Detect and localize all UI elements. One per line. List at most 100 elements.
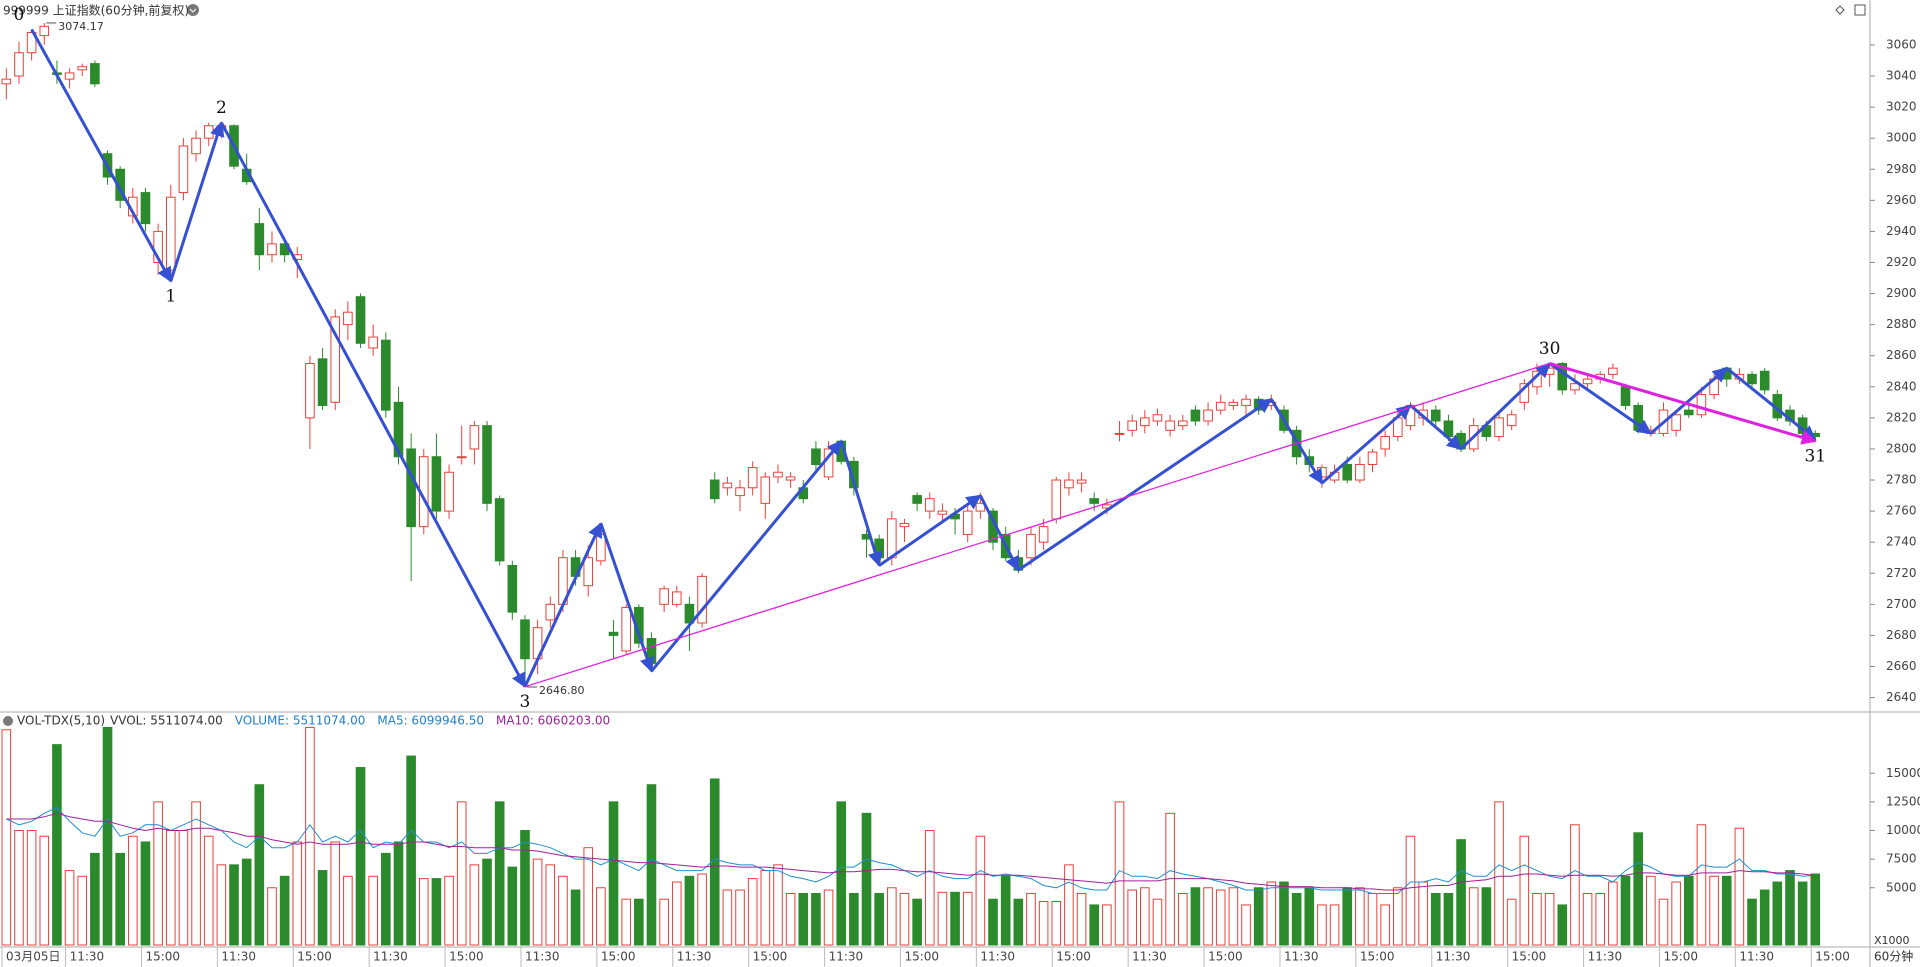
x-tick-label: 15:00 [1208,950,1243,964]
volume-bar [1215,889,1226,946]
volume-bar [722,889,733,946]
volume-bar [747,878,758,946]
volume-bar [216,864,227,946]
volume-bar [267,887,277,946]
wave-arrow [1409,404,1463,451]
y-tick-label: 2960 [1886,193,1917,207]
volume-bar [507,866,518,946]
candle-body [1608,367,1618,375]
volume-bar [570,889,581,946]
volume-bar [988,898,998,946]
candle-body [494,498,505,562]
volume-bar [494,801,505,946]
candle-body [1228,401,1239,406]
volume-bar [1177,892,1188,946]
volume-header: MA5: 6099946.50 [377,714,484,728]
volume-bar [1089,904,1100,946]
volume-bar [1342,887,1353,946]
wave-arrow [523,522,603,688]
volume-bar [975,835,986,946]
unit-label: X1000 [1874,934,1910,947]
volume-bar [1279,881,1289,946]
candle-body [545,603,556,621]
volume-bar [558,875,568,946]
volume-bar [1734,827,1745,946]
volume-bar [621,898,631,946]
volume-bar [330,841,341,946]
candle-body [912,495,922,504]
candle-body [64,72,75,80]
y-tick-label: 2860 [1886,348,1917,362]
volume-bar [1658,898,1669,946]
wave-arrow [169,121,225,282]
price-label: 2646.80 [539,684,585,697]
y-tick-label: 2720 [1886,566,1917,580]
candle-body [659,588,669,605]
volume-bar [39,835,50,946]
candle-body [811,448,821,465]
volume-bar [962,891,973,946]
candle-body [469,425,480,450]
candle-body [1203,409,1213,422]
menu-icon[interactable] [3,716,13,726]
candle-body [1671,414,1681,431]
volume-bar [1557,904,1568,946]
candle-body [1241,398,1251,406]
candle-body [722,482,733,489]
x-tick-label: 15:00 [753,950,788,964]
wave-label: 30 [1539,339,1561,359]
volume-bar [1317,904,1327,946]
volume-bar [1506,898,1517,946]
x-tick-label: 15:00 [1512,950,1547,964]
candle-body [1747,373,1757,385]
volume-bar [1393,887,1403,946]
candle-body [1076,479,1087,484]
volume-bar [912,898,922,946]
y-tick-label: 2800 [1886,441,1917,455]
volume-bar [1570,824,1580,946]
candle-body [608,631,619,636]
candle-body [1064,479,1074,489]
volume-bar [26,830,37,946]
candle-body [1215,401,1226,411]
candle-body [697,575,707,624]
volume-bar [646,784,657,946]
volume-bar [1152,898,1163,946]
volume-bar [1076,892,1087,946]
volume-bar [203,835,214,946]
volume-bar [14,830,24,946]
volume-bar [836,801,847,946]
volume-bar [1430,892,1441,946]
candle-body [456,456,467,459]
candle-body [671,591,682,605]
x-tick-label: 11:30 [1132,950,1167,964]
candle-body [1152,414,1163,422]
volume-bar [482,858,492,946]
toolbar-icon[interactable] [1854,4,1866,16]
volume-bar [874,892,884,946]
menu-icon[interactable] [187,4,199,16]
volume-bar [1291,892,1302,946]
volume-bar [697,873,707,946]
toolbar-icon[interactable] [1835,5,1845,15]
wave-arrow [1549,362,1817,445]
candle-body [924,498,935,512]
candle-body [191,137,201,155]
volume-bar [583,847,594,946]
wave-label: 1 [165,287,176,307]
volume-bar [1304,887,1315,946]
volume-bar [1190,887,1201,946]
volume-bar [406,755,416,946]
volume-bar [229,864,239,946]
volume-bar [1456,839,1466,946]
y-tick-label: 2780 [1886,473,1917,487]
y-tick-label: 2740 [1886,535,1917,549]
x-tick-label: 11:30 [1284,950,1319,964]
y-tick-label: 3060 [1886,37,1917,51]
candle-body [1506,414,1517,427]
candle-body [431,456,442,512]
y-tick-label: 2980 [1886,162,1917,176]
x-tick-label: 15:00 [1663,950,1698,964]
candle-body [317,358,328,406]
wave-arrow [839,440,883,567]
